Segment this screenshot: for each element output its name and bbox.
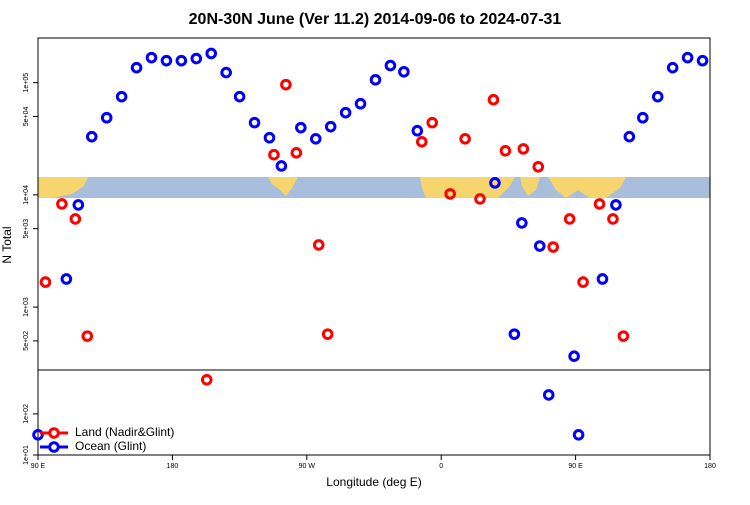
- data-point: [220, 66, 232, 79]
- data-point: [444, 188, 456, 200]
- data-point: [312, 239, 325, 251]
- data-point: [489, 177, 501, 189]
- y-tick-label: 1e+05: [23, 73, 30, 93]
- data-point: [637, 111, 649, 124]
- data-point: [411, 124, 424, 137]
- x-axis-label: Longitude (deg E): [326, 475, 421, 489]
- data-point: [651, 90, 664, 103]
- data-point: [415, 136, 428, 148]
- data-point: [384, 59, 397, 72]
- data-point: [100, 111, 113, 124]
- data-point: [115, 90, 128, 103]
- data-point: [248, 116, 261, 129]
- y-tick-label: 5e+02: [23, 331, 30, 351]
- data-point: [60, 273, 73, 285]
- y-tick-label: 1e+02: [23, 404, 30, 424]
- y-tick-label: 5e+03: [23, 219, 30, 239]
- legend-label: Ocean (Glint): [75, 439, 146, 453]
- data-point: [268, 148, 280, 161]
- data-point: [593, 198, 606, 210]
- data-point: [572, 429, 585, 441]
- data-point: [696, 54, 709, 67]
- data-point: [666, 61, 679, 74]
- data-point: [290, 147, 303, 159]
- chart-title: 20N-30N June (Ver 11.2) 2014-09-06 to 20…: [189, 11, 562, 28]
- data-point: [233, 90, 246, 103]
- data-point: [369, 74, 382, 86]
- x-tick-label: 180: [167, 463, 179, 470]
- data-point: [487, 93, 500, 106]
- data-point: [72, 199, 85, 211]
- data-point: [532, 160, 545, 173]
- data-point: [145, 51, 158, 64]
- data-point: [533, 240, 546, 252]
- x-tick-label: 180: [704, 463, 716, 470]
- data-point: [69, 213, 82, 225]
- data-point: [175, 54, 188, 67]
- data-point: [81, 330, 94, 342]
- map-strip: [38, 177, 710, 198]
- data-point: [563, 213, 576, 225]
- data-point: [398, 65, 410, 78]
- data-point: [459, 132, 471, 145]
- data-point: [610, 199, 622, 211]
- x-tick-label: 90 E: [568, 463, 583, 470]
- data-point: [547, 241, 560, 253]
- data-point: [474, 193, 486, 205]
- data-point: [354, 97, 367, 110]
- data-point: [56, 198, 68, 210]
- data-point: [263, 131, 276, 144]
- data-point: [324, 120, 337, 133]
- data-point: [32, 429, 44, 441]
- data-point: [596, 273, 609, 285]
- data-point: [130, 61, 143, 74]
- data-point: [321, 328, 334, 340]
- data-point: [39, 276, 52, 288]
- legend-marker: [48, 427, 60, 439]
- data-point: [623, 130, 636, 143]
- y-tick-label: 1e+01: [23, 445, 30, 465]
- data-point: [295, 121, 307, 134]
- y-tick-label: 5e+04: [23, 107, 30, 127]
- data-point: [339, 106, 352, 119]
- legend-marker: [48, 441, 60, 453]
- data-point: [280, 78, 292, 91]
- data-point: [508, 328, 521, 340]
- data-point: [309, 132, 322, 145]
- data-point: [568, 350, 580, 363]
- data-point: [190, 52, 203, 65]
- x-tick-label: 90 E: [31, 463, 46, 470]
- data-point: [517, 143, 530, 155]
- x-tick-label: 0: [439, 463, 443, 470]
- data-point: [607, 213, 619, 225]
- data-point: [499, 145, 512, 157]
- data-point: [681, 51, 694, 64]
- data-point: [617, 330, 630, 342]
- legend-label: Land (Nadir&Glint): [75, 425, 174, 439]
- data-point: [426, 116, 439, 129]
- data-point: [85, 130, 98, 143]
- data-point: [577, 276, 589, 288]
- y-axis-label: N Total: [0, 226, 14, 263]
- data-point: [275, 160, 288, 172]
- data-point: [160, 54, 173, 67]
- data-point: [542, 389, 555, 401]
- y-tick-label: 1e+03: [23, 297, 30, 317]
- data-point: [205, 47, 218, 60]
- data-point: [200, 373, 213, 386]
- x-tick-label: 90 W: [299, 463, 316, 470]
- y-tick-label: 1e+04: [23, 185, 30, 205]
- plot-frame: [37, 37, 711, 456]
- data-point: [516, 217, 528, 229]
